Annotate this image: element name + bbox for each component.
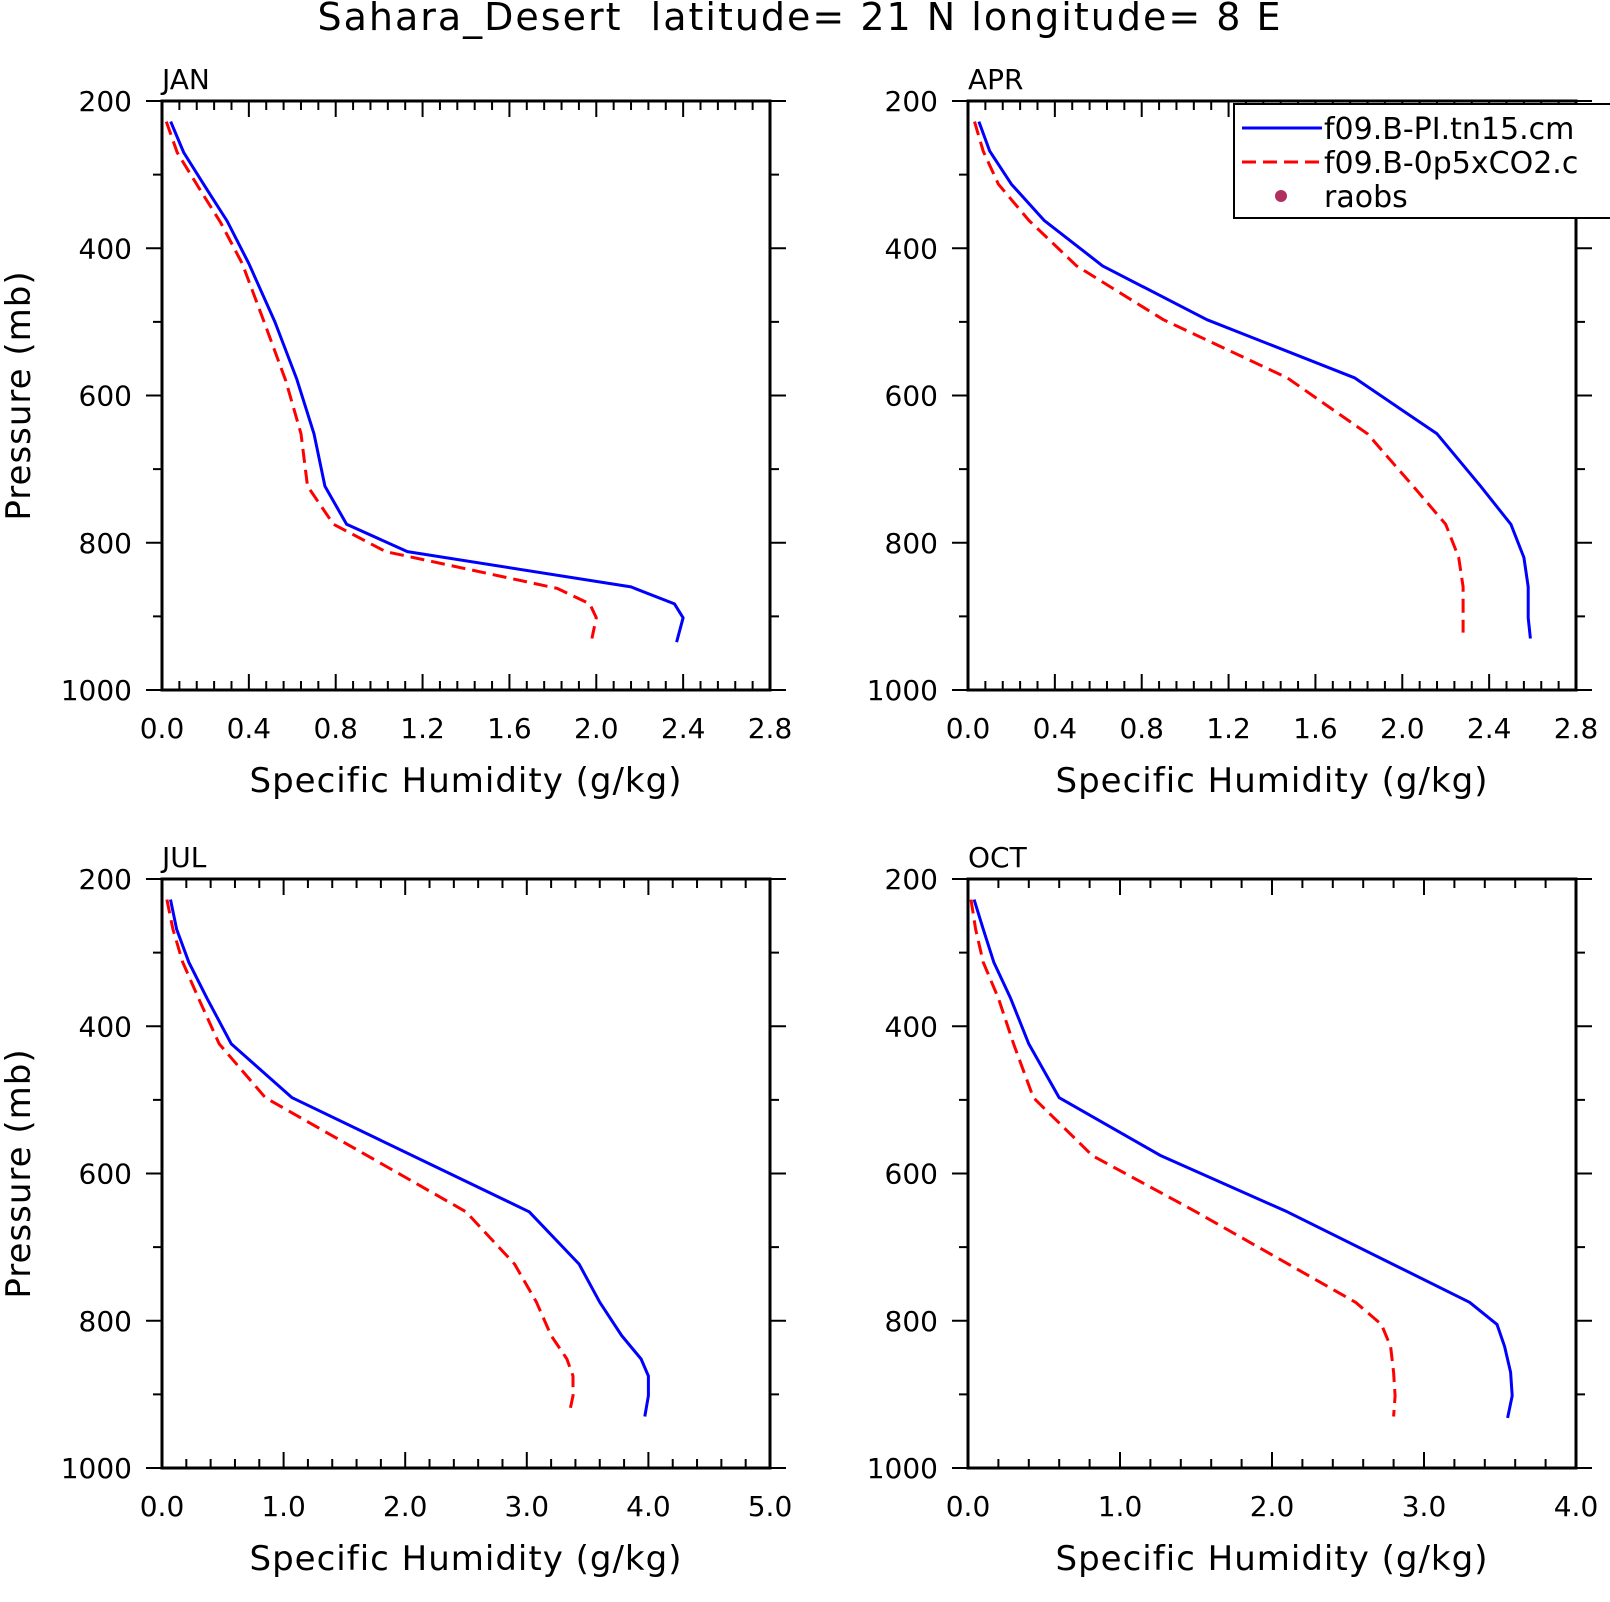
- x-tick-label: 1.6: [487, 712, 532, 745]
- panel-jan: JAN 0.0 0.4 0.8 1.2 1.6 2.0 2.4 2.8 200 400 600 800 1…: [0, 63, 792, 801]
- x-tick-label: 2.0: [1250, 1490, 1295, 1523]
- y-axis-title-jan: Pressure (mb): [0, 270, 39, 520]
- series-line-apr-pi: [977, 121, 1532, 639]
- panel-label-oct: OCT: [968, 841, 1028, 874]
- x-tick-label: 3.0: [1402, 1490, 1447, 1523]
- panel-apr: APR 0.0 0.4 0.8 1.2 1.6 2.0 2.4 2.8 200 400 600 800 1…: [867, 63, 1599, 801]
- y-tick-label: 1000: [867, 674, 938, 707]
- x-tick-label: 1.0: [261, 1490, 306, 1523]
- series-line-jan-0p5xco2: [164, 121, 598, 639]
- x-tick-label: 1.2: [400, 712, 445, 745]
- y-tick-label: 600: [885, 1158, 938, 1191]
- legend-label: f09.B-PI.tn15.cm: [1324, 112, 1574, 147]
- y-tick-label: 1000: [867, 1452, 938, 1485]
- series-line-oct-pi: [972, 899, 1514, 1419]
- x-tick-label: 5.0: [748, 1490, 793, 1523]
- x-tick-label: 1.2: [1206, 712, 1251, 745]
- x-tick-label: 0.8: [313, 712, 358, 745]
- plot-frame-oct: [966, 877, 1578, 1470]
- panel-oct: OCT 0.0 1.0 2.0 3.0 4.0 200 400 600 800 1000 Specif…: [867, 841, 1599, 1579]
- x-axis-title-apr: Specific Humidity (g/kg): [1056, 761, 1489, 801]
- y-axis-title-jul: Pressure (mb): [0, 1048, 39, 1298]
- y-tick-label: 400: [885, 232, 938, 265]
- x-axis-title-jul: Specific Humidity (g/kg): [250, 1539, 683, 1579]
- x-tick-label: 4.0: [1554, 1490, 1599, 1523]
- y-tick-label: 200: [885, 85, 938, 118]
- x-tick-label: 2.0: [1380, 712, 1425, 745]
- x-tick-label: 0.0: [140, 1490, 185, 1523]
- x-tick-label: 1.6: [1293, 712, 1338, 745]
- y-tick-label: 800: [79, 527, 132, 560]
- x-tick-label: 2.4: [1467, 712, 1512, 745]
- y-tick-label: 600: [79, 380, 132, 413]
- series-line-jul-pi: [169, 899, 650, 1417]
- series-line-oct-0p5xco2: [969, 899, 1397, 1417]
- series-line-apr-0p5xco2: [973, 121, 1465, 633]
- x-tick-label: 0.0: [946, 1490, 991, 1523]
- x-tick-label: 2.8: [748, 712, 793, 745]
- x-tick-label: 0.4: [1033, 712, 1078, 745]
- y-tick-label: 800: [885, 527, 938, 560]
- x-tick-label: 0.0: [140, 712, 185, 745]
- legend-marker-raobs: [1275, 190, 1287, 202]
- y-tick-label: 200: [79, 863, 132, 896]
- y-tick-label: 600: [79, 1158, 132, 1191]
- series-line-jan-pi: [169, 121, 685, 643]
- panel-label-jul: JUL: [160, 841, 207, 874]
- x-tick-label: 2.4: [661, 712, 706, 745]
- series-line-jul-0p5xco2: [165, 899, 575, 1414]
- x-tick-label: 2.0: [383, 1490, 428, 1523]
- x-tick-label: 0.8: [1119, 712, 1164, 745]
- x-tick-label: 3.0: [505, 1490, 550, 1523]
- y-tick-label: 800: [79, 1305, 132, 1338]
- x-axis-title-oct: Specific Humidity (g/kg): [1056, 1539, 1489, 1579]
- x-tick-label: 4.0: [626, 1490, 671, 1523]
- legend-label: f09.B-0p5xCO2.c: [1324, 146, 1578, 181]
- panel-jul: JUL 0.0 1.0 2.0 3.0 4.0 5.0 200 400 600 800 1000 Spe…: [0, 841, 792, 1579]
- x-tick-label: 2.8: [1554, 712, 1599, 745]
- y-tick-label: 800: [885, 1305, 938, 1338]
- y-tick-label: 600: [885, 380, 938, 413]
- y-tick-label: 400: [79, 232, 132, 265]
- x-tick-label: 0.0: [946, 712, 991, 745]
- panel-label-jan: JAN: [160, 63, 210, 96]
- figure-title: Sahara_Desert latitude= 21 N longitude= …: [317, 0, 1282, 39]
- x-tick-label: 1.0: [1098, 1490, 1143, 1523]
- x-tick-label: 2.0: [574, 712, 619, 745]
- x-axis-title-jan: Specific Humidity (g/kg): [250, 761, 683, 801]
- plot-frame-jul: [160, 877, 772, 1470]
- panel-label-apr: APR: [968, 63, 1024, 96]
- y-tick-label: 400: [79, 1010, 132, 1043]
- y-tick-label: 1000: [61, 1452, 132, 1485]
- x-tick-label: 0.4: [227, 712, 272, 745]
- y-tick-label: 200: [885, 863, 938, 896]
- y-tick-label: 400: [885, 1010, 938, 1043]
- y-tick-label: 200: [79, 85, 132, 118]
- legend-label: raobs: [1324, 180, 1408, 215]
- y-tick-label: 1000: [61, 674, 132, 707]
- plot-frame-jan: [160, 99, 772, 692]
